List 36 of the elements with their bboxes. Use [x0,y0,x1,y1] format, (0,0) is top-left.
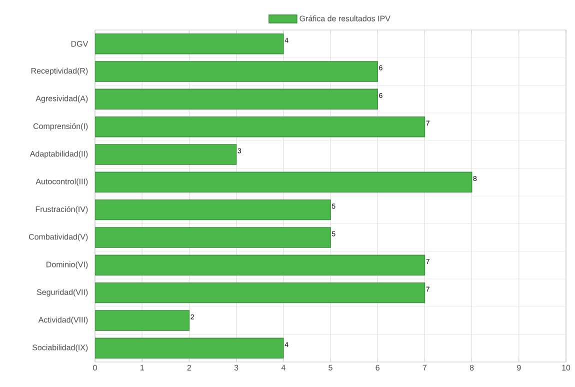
bar [95,88,378,110]
bar [95,144,237,165]
bar [95,116,426,138]
bar [95,338,284,359]
y-tick-label: Adaptabilidad(II) [30,150,88,158]
x-tick-label: 10 [562,364,570,371]
x-tick-label: 2 [187,364,192,370]
y-tick-label: DGV [71,41,88,47]
bar [95,310,190,331]
bar [95,282,426,304]
x-tick-label: 7 [422,364,427,370]
y-tick-label: Sociabilidad(IX) [32,344,88,352]
bar [95,33,284,54]
x-tick-label: 8 [470,364,474,371]
legend-label: Gráfica de resultados IPV [300,15,390,22]
x-tick-label: 3 [234,364,238,371]
bar [95,199,331,220]
x-tick-label: 6 [376,364,380,371]
x-tick-label: 9 [517,364,521,371]
y-tick-label: Frustración(IV) [36,206,88,214]
bar [95,61,378,82]
bar [95,172,472,193]
y-tick-label: Receptividad(R) [31,68,88,76]
y-tick-label: Autocontrol(III) [36,178,88,186]
x-tick-label: 4 [281,364,286,370]
y-tick-label: Seguridad(VII) [36,289,88,297]
y-tick-label: Agresividad(A) [36,95,88,103]
y-tick-label: Actividad(VIII) [38,316,88,324]
bar [95,227,331,248]
y-tick-label: Dominio(VI) [46,261,88,269]
x-tick-label: 0 [93,364,97,371]
y-tick-label: Combatividad(V) [28,234,88,242]
y-tick-label: Comprensión(I) [33,123,88,131]
x-tick-label: 1 [140,364,144,370]
bar [95,254,426,276]
x-tick-label: 5 [328,364,332,370]
